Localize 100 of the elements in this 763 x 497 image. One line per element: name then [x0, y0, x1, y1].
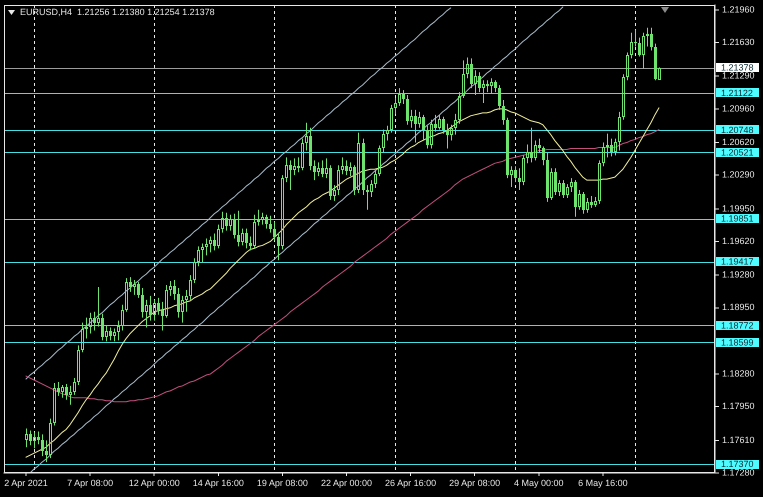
candlestick [41, 434, 44, 457]
candlestick [133, 280, 136, 296]
ref-line-label: 1.21122 [721, 88, 753, 98]
candlestick [253, 214, 256, 249]
candlestick [121, 304, 124, 332]
candlestick [606, 133, 609, 158]
candlestick [233, 213, 236, 240]
candlestick [586, 197, 589, 214]
candlestick [109, 327, 112, 341]
candlestick [85, 317, 88, 339]
candlestick [313, 160, 316, 181]
x-tick-label: 19 Apr 08:00 [256, 478, 308, 488]
candlestick [386, 125, 389, 142]
candlestick [638, 37, 641, 57]
candlestick [374, 170, 377, 189]
candlestick [201, 242, 204, 263]
candlestick [153, 299, 156, 322]
candlestick [406, 94, 409, 126]
candlestick [590, 195, 593, 208]
candlestick [269, 215, 272, 234]
ref-line-label: 1.21378 [721, 62, 754, 73]
candlestick [626, 52, 629, 81]
candlestick [357, 132, 360, 194]
candlestick [554, 168, 557, 196]
candlestick [33, 432, 36, 449]
y-tick-label: 1.19950 [722, 203, 755, 214]
candlestick [618, 111, 621, 151]
x-tick-label: 7 Apr 08:00 [67, 478, 114, 488]
candlestick [546, 152, 549, 202]
candlestick [402, 90, 405, 104]
candlestick [317, 162, 320, 177]
y-tick-label: 1.20290 [722, 170, 755, 180]
candlestick [482, 80, 485, 104]
y-tick-label: 1.17280 [722, 467, 755, 478]
candlestick [622, 74, 625, 120]
candlestick [450, 124, 453, 142]
candlestick [337, 164, 340, 196]
x-tick-label: 29 Apr 08:00 [449, 478, 500, 488]
candlestick [101, 313, 104, 341]
candlestick [65, 383, 68, 400]
candlestick [522, 154, 525, 186]
candlestick [530, 127, 533, 163]
y-tick-label: 1.21960 [722, 4, 755, 14]
candlestick [442, 116, 445, 134]
candlestick [650, 27, 653, 52]
y-tick-label: 1.19620 [722, 236, 755, 246]
candlestick [321, 160, 324, 178]
candlestick [366, 184, 369, 210]
y-tick-label: 1.20620 [722, 137, 755, 148]
candlestick [602, 142, 605, 167]
candlestick [398, 88, 401, 106]
candlestick [49, 418, 52, 459]
ref-line-label: 1.18772 [721, 320, 754, 330]
candlestick [141, 287, 144, 318]
candlestick [237, 210, 240, 247]
candlestick [574, 180, 577, 218]
candlestick [225, 212, 228, 232]
candlestick [241, 228, 244, 246]
candlestick [566, 184, 569, 198]
candlestick [394, 98, 397, 114]
candlestick [345, 160, 348, 176]
candlestick [189, 274, 192, 300]
candlestick [165, 284, 168, 318]
candlestick [281, 174, 284, 250]
candlestick [370, 180, 373, 198]
candlestick [261, 212, 264, 226]
candlestick [137, 282, 140, 298]
candlestick [229, 214, 232, 232]
candlestick [181, 295, 184, 324]
candlestick [145, 299, 148, 328]
candlestick [265, 214, 268, 230]
ref-line-label: 1.17370 [721, 459, 754, 470]
candlestick [382, 129, 385, 153]
candlestick [430, 119, 433, 149]
candlestick [177, 287, 180, 318]
candlestick [362, 138, 365, 196]
candlestick [490, 78, 493, 95]
candlestick [37, 430, 40, 445]
candlestick [542, 146, 545, 166]
candlestick [69, 385, 72, 406]
candlestick [53, 382, 56, 426]
candlestick [502, 99, 505, 126]
ref-line-label: 1.19851 [721, 214, 754, 224]
candlestick [289, 160, 292, 191]
candlestick [329, 164, 332, 200]
candlestick [654, 43, 657, 81]
candlestick [642, 32, 645, 69]
candlestick [630, 32, 633, 59]
ref-line-label: 1.19417 [721, 256, 754, 267]
candlestick [470, 58, 473, 89]
candlestick [209, 236, 212, 253]
candlestick [89, 312, 92, 334]
candlestick [426, 125, 429, 149]
candlestick [169, 280, 172, 296]
candlestick [514, 166, 517, 183]
candlestick [25, 428, 28, 448]
candlestick [157, 297, 160, 316]
ref-line-label: 1.20748 [721, 124, 754, 135]
candlestick [418, 111, 421, 128]
x-tick-label: 12 Apr 00:00 [128, 478, 180, 488]
